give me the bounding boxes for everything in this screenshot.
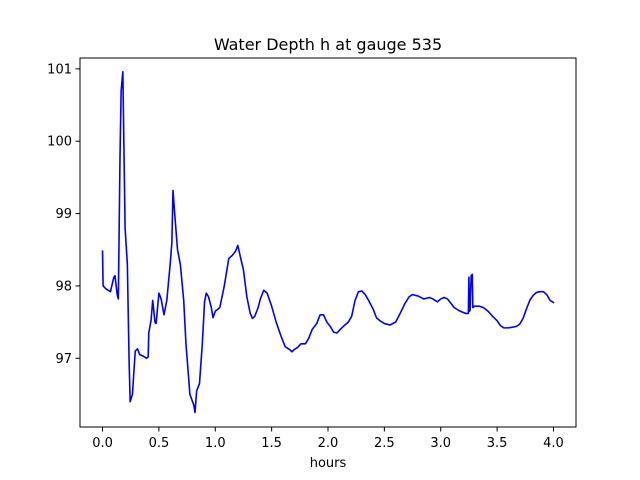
series-line-0 bbox=[101, 70, 555, 414]
y-tick-label: 99 bbox=[55, 207, 72, 222]
x-tick-label: 1.0 bbox=[205, 436, 226, 451]
plot-frame bbox=[79, 57, 577, 428]
y-tick-label: 98 bbox=[55, 279, 72, 294]
x-tick-label: 3.0 bbox=[430, 436, 451, 451]
x-tick-label: 4.0 bbox=[543, 436, 564, 451]
x-tick-label: 3.5 bbox=[487, 436, 508, 451]
y-axis: 97 98 99 100 101 bbox=[47, 62, 80, 367]
x-tick-label: 0.0 bbox=[92, 436, 113, 451]
y-tick-label: 97 bbox=[55, 352, 72, 367]
x-tick-label: 1.5 bbox=[261, 436, 282, 451]
y-tick-label: 100 bbox=[47, 135, 72, 150]
x-tick-label: 2.0 bbox=[318, 436, 339, 451]
plot-area bbox=[101, 70, 555, 414]
x-tick-label: 0.5 bbox=[149, 436, 170, 451]
x-tick-label: 2.5 bbox=[374, 436, 395, 451]
x-axis: 0.0 0.5 1.0 1.5 2.0 2.5 3.0 3.5 4.0 bbox=[92, 427, 564, 451]
chart-title: Water Depth h at gauge 535 bbox=[214, 35, 442, 54]
y-tick-label: 101 bbox=[47, 62, 72, 77]
x-axis-label: hours bbox=[310, 456, 347, 471]
